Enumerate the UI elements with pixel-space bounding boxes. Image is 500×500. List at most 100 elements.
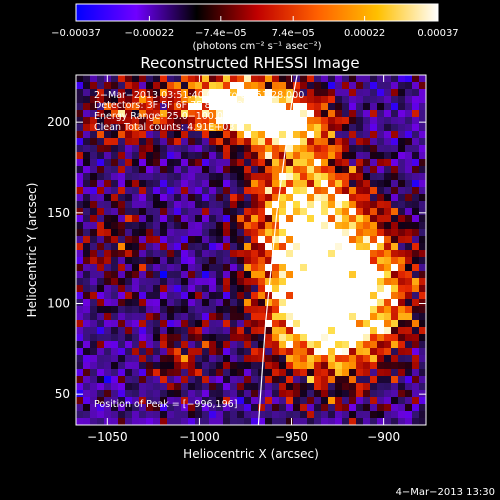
heatmap-cell (153, 285, 161, 293)
heatmap-cell (342, 383, 350, 391)
heatmap-cell (286, 166, 294, 174)
heatmap-cell (377, 187, 385, 195)
heatmap-cell (384, 285, 392, 293)
heatmap-cell (405, 159, 413, 167)
heatmap-cell (132, 264, 140, 272)
heatmap-cell (139, 215, 147, 223)
heatmap-cell (363, 369, 371, 377)
heatmap-cell (349, 222, 357, 230)
heatmap-cell (405, 117, 413, 125)
heatmap-cell (328, 166, 336, 174)
heatmap-cell (405, 222, 413, 230)
heatmap-cell (160, 173, 168, 181)
heatmap-cell (391, 201, 399, 209)
heatmap-cell (97, 292, 105, 300)
heatmap-cell (125, 327, 133, 335)
heatmap-cell (405, 362, 413, 370)
heatmap-cell (335, 299, 343, 307)
heatmap-cell (279, 124, 287, 132)
heatmap-cell (153, 222, 161, 230)
heatmap-cell (370, 404, 378, 412)
heatmap-cell (363, 96, 371, 104)
heatmap-cell (300, 341, 308, 349)
heatmap-cell (90, 334, 98, 342)
heatmap-cell (83, 257, 91, 265)
heatmap-cell (209, 390, 217, 398)
heatmap-cell (125, 187, 133, 195)
heatmap-cell (223, 376, 231, 384)
heatmap-cell (293, 222, 301, 230)
heatmap-cell (230, 117, 238, 125)
heatmap-cell (104, 180, 112, 188)
heatmap-cell (349, 313, 357, 321)
heatmap-cell (272, 362, 280, 370)
heatmap-cell (90, 348, 98, 356)
heatmap-cell (279, 327, 287, 335)
heatmap-cell (314, 334, 322, 342)
heatmap-cell (188, 222, 196, 230)
heatmap-cell (258, 89, 266, 97)
heatmap-cell (419, 75, 426, 83)
heatmap-cell (251, 376, 259, 384)
heatmap-cell (195, 103, 203, 111)
heatmap-cell (377, 103, 385, 111)
heatmap-cell (286, 229, 294, 237)
heatmap-cell (321, 271, 329, 279)
heatmap-cell (125, 103, 133, 111)
heatmap-cell (363, 250, 371, 258)
heatmap-cell (377, 397, 385, 405)
heatmap-cell (216, 201, 224, 209)
heatmap-cell (286, 236, 294, 244)
heatmap-cell (328, 243, 336, 251)
heatmap-cell (188, 418, 196, 425)
heatmap-cell (153, 215, 161, 223)
heatmap-cell (286, 75, 294, 83)
heatmap-cell (216, 187, 224, 195)
heatmap-cell (307, 166, 315, 174)
heatmap-cell (286, 390, 294, 398)
heatmap-cell (244, 75, 252, 83)
heatmap-cell (202, 89, 210, 97)
heatmap-cell (76, 383, 84, 391)
heatmap-cell (363, 159, 371, 167)
heatmap-cell (293, 334, 301, 342)
heatmap-cell (174, 348, 182, 356)
heatmap-cell (391, 369, 399, 377)
heatmap-cell (328, 320, 336, 328)
heatmap-cell (412, 208, 420, 216)
heatmap-cell (118, 75, 126, 83)
colorbar-unit-label: (photons cm⁻² s⁻¹ asec⁻²) (192, 41, 321, 52)
heatmap-cell (286, 320, 294, 328)
heatmap-cell (230, 341, 238, 349)
heatmap-cell (265, 418, 273, 425)
heatmap-cell (237, 222, 245, 230)
heatmap-cell (384, 124, 392, 132)
heatmap-cell (419, 250, 426, 258)
heatmap-cell (419, 82, 426, 90)
heatmap-cell (132, 215, 140, 223)
heatmap-cell (83, 285, 91, 293)
heatmap-cell (370, 369, 378, 377)
heatmap-cell (195, 355, 203, 363)
heatmap-cell (146, 222, 154, 230)
heatmap-cell (83, 320, 91, 328)
heatmap-cell (202, 341, 210, 349)
heatmap-cell (174, 145, 182, 153)
heatmap-cell (153, 82, 161, 90)
heatmap-cell (335, 103, 343, 111)
heatmap-cell (335, 257, 343, 265)
heatmap-cell (97, 334, 105, 342)
heatmap-cell (286, 334, 294, 342)
heatmap-cell (90, 404, 98, 412)
heatmap-cell (132, 397, 140, 405)
heatmap-cell (377, 117, 385, 125)
heatmap-cell (321, 397, 329, 405)
heatmap-cell (293, 117, 301, 125)
heatmap-cell (286, 383, 294, 391)
heatmap-cell (279, 138, 287, 146)
heatmap-cell (377, 341, 385, 349)
heatmap-cell (265, 208, 273, 216)
heatmap-cell (286, 89, 294, 97)
heatmap-cell (286, 243, 294, 251)
heatmap-cell (160, 334, 168, 342)
